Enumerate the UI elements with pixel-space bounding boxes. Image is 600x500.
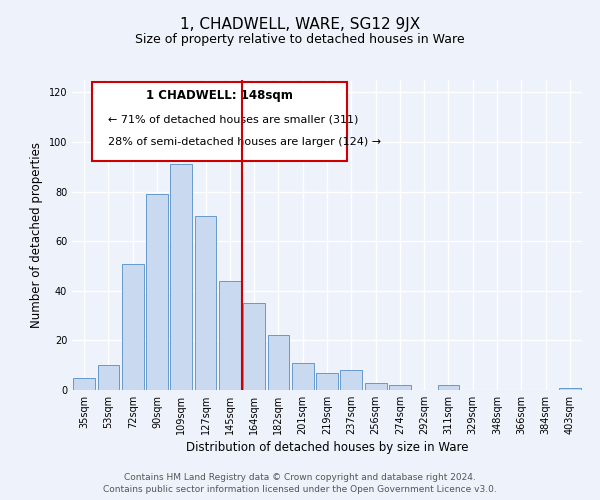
Text: Contains HM Land Registry data © Crown copyright and database right 2024.: Contains HM Land Registry data © Crown c… xyxy=(124,474,476,482)
Bar xyxy=(219,281,241,390)
X-axis label: Distribution of detached houses by size in Ware: Distribution of detached houses by size … xyxy=(186,441,468,454)
Text: 28% of semi-detached houses are larger (124) →: 28% of semi-detached houses are larger (… xyxy=(108,138,381,147)
Bar xyxy=(389,385,411,390)
Bar xyxy=(194,216,217,390)
Text: Contains public sector information licensed under the Open Government Licence v3: Contains public sector information licen… xyxy=(103,485,497,494)
Text: Size of property relative to detached houses in Ware: Size of property relative to detached ho… xyxy=(135,32,465,46)
Text: 1, CHADWELL, WARE, SG12 9JX: 1, CHADWELL, WARE, SG12 9JX xyxy=(180,18,420,32)
Bar xyxy=(365,382,386,390)
Bar xyxy=(122,264,143,390)
Bar xyxy=(340,370,362,390)
Bar xyxy=(243,303,265,390)
FancyBboxPatch shape xyxy=(92,82,347,160)
Text: 1 CHADWELL: 148sqm: 1 CHADWELL: 148sqm xyxy=(146,90,293,102)
Bar xyxy=(292,362,314,390)
Bar xyxy=(559,388,581,390)
Bar xyxy=(146,194,168,390)
Bar xyxy=(437,385,460,390)
Bar xyxy=(268,336,289,390)
Bar xyxy=(73,378,95,390)
Text: ← 71% of detached houses are smaller (311): ← 71% of detached houses are smaller (31… xyxy=(108,114,358,124)
Y-axis label: Number of detached properties: Number of detached properties xyxy=(30,142,43,328)
Bar xyxy=(170,164,192,390)
Bar xyxy=(97,365,119,390)
Bar xyxy=(316,372,338,390)
